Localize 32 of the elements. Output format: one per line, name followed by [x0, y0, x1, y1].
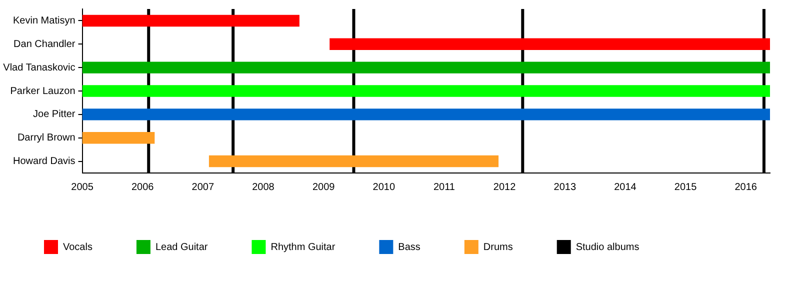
x-tick-label: 2009 [312, 182, 336, 193]
bar [330, 38, 770, 50]
x-tick-label: 2008 [252, 182, 275, 193]
y-tick-label: Vlad Tanaskovic [3, 62, 76, 74]
legend-label: Bass [398, 242, 420, 253]
bar [208, 155, 499, 168]
x-tick-label: 2011 [433, 182, 456, 193]
x-tick-label: 2010 [372, 182, 396, 193]
bar [82, 132, 155, 144]
bar [82, 62, 770, 74]
y-tick-label: Darryl Brown [17, 132, 76, 144]
x-tick-label: 2006 [131, 182, 154, 193]
y-tick-label: Dan Chandler [14, 38, 76, 50]
y-tick-label: Kevin Matisyn [13, 15, 76, 26]
x-tick-label: 2012 [493, 182, 516, 193]
legend-label: Studio albums [576, 242, 640, 253]
x-tick-label: 2007 [192, 182, 214, 193]
x-tick-label: 2005 [71, 182, 94, 193]
bar [82, 108, 770, 120]
x-tick-label: 2013 [554, 182, 576, 193]
legend-label: Lead Guitar [155, 242, 208, 253]
legend-label: Drums [483, 242, 513, 253]
y-tick-label: Howard Davis [13, 156, 76, 168]
legend-label: Vocals [63, 242, 92, 253]
bar [82, 14, 300, 27]
x-tick-label: 2015 [674, 182, 698, 193]
y-tick-label: Joe Pitter [33, 109, 76, 120]
legend-label: Rhythm Guitar [270, 242, 336, 253]
x-tick-label: 2014 [614, 182, 637, 193]
bar [82, 85, 770, 97]
y-tick-label: Parker Lauzon [10, 86, 76, 97]
x-tick-label: 2016 [734, 182, 758, 193]
